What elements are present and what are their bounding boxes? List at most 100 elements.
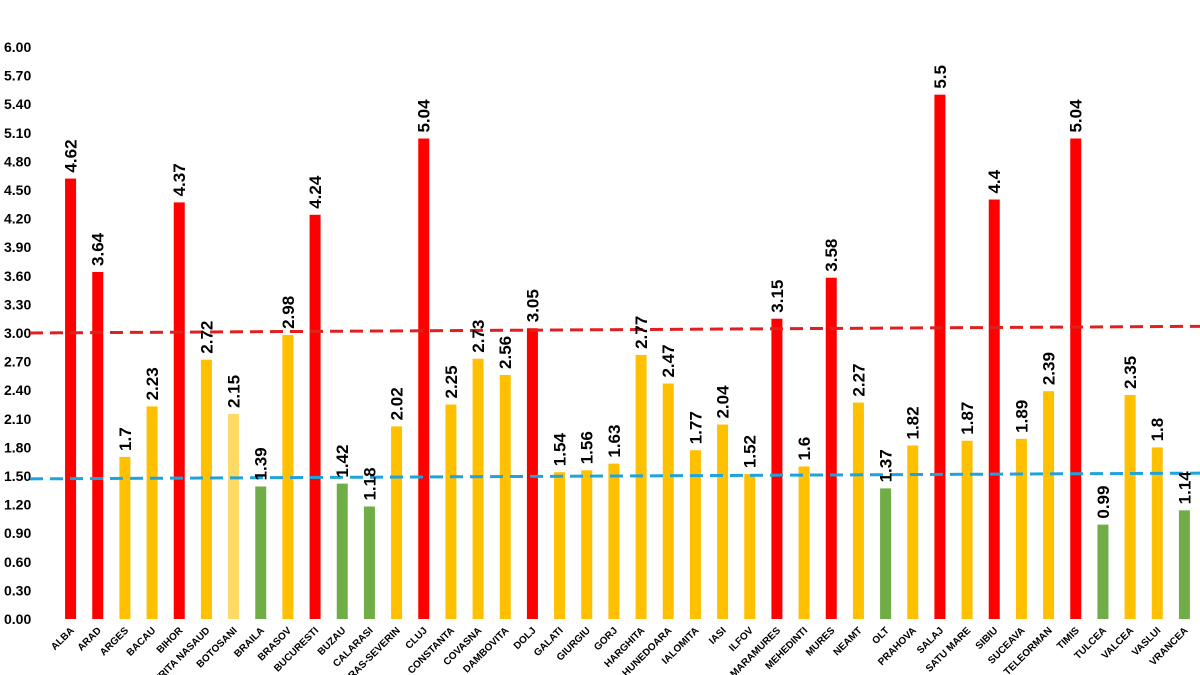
- bar-suceava: [1015, 438, 1027, 619]
- value-label: 3.15: [768, 280, 787, 313]
- y-tick-label: 1.80: [4, 439, 31, 455]
- y-tick-label: 4.50: [4, 182, 31, 198]
- value-label: 5.04: [415, 99, 434, 133]
- category-label: BACAU: [125, 625, 158, 658]
- bar-ialomita: [689, 450, 701, 619]
- bar-vaslui: [1151, 447, 1163, 619]
- value-label: 2.39: [1040, 352, 1059, 385]
- bar-tulcea: [1097, 524, 1109, 619]
- bar-covasna: [472, 358, 484, 619]
- bar-brasov: [282, 334, 294, 619]
- bar-timis: [1070, 138, 1082, 619]
- y-tick-label: 6.00: [4, 39, 31, 55]
- bar-dolj: [526, 328, 538, 619]
- bar-bacau: [146, 406, 158, 619]
- value-label: 2.02: [388, 387, 407, 420]
- value-label: 2.35: [1121, 356, 1140, 389]
- bar-vrancea: [1178, 510, 1190, 619]
- bar-teleorman: [1043, 391, 1055, 619]
- y-tick-label: 1.50: [4, 468, 31, 484]
- y-tick-label: 5.40: [4, 96, 31, 112]
- reference-lines: [29, 324, 1200, 481]
- bar-arges: [119, 456, 131, 619]
- y-tick-label: 3.60: [4, 268, 31, 284]
- y-tick-label: 2.10: [4, 411, 31, 427]
- bar-cluj: [418, 138, 430, 619]
- value-label: 3.64: [89, 232, 108, 266]
- value-label: 2.77: [632, 316, 651, 349]
- y-tick-label: 0.30: [4, 582, 31, 598]
- y-tick-label: 2.70: [4, 354, 31, 370]
- category-label: NEAMT: [832, 625, 865, 658]
- bars-group: [65, 94, 1190, 620]
- y-tick-label: 1.20: [4, 497, 31, 513]
- value-label: 2.04: [714, 385, 733, 419]
- value-label: 5.04: [1067, 99, 1086, 133]
- value-label: 2.25: [442, 365, 461, 398]
- bar-dambovita: [499, 374, 511, 619]
- value-label: 1.52: [741, 435, 760, 468]
- bar-arad: [92, 271, 104, 619]
- bar-mures: [825, 277, 837, 619]
- value-label: 1.56: [578, 431, 597, 464]
- y-tick-label: 4.80: [4, 153, 31, 169]
- bar-caras-severin: [391, 426, 403, 619]
- value-label: 1.14: [1175, 471, 1194, 505]
- y-tick-label: 0.60: [4, 554, 31, 570]
- bar-harghita: [635, 354, 647, 619]
- value-label: 1.7: [116, 427, 135, 451]
- value-label: 1.82: [904, 406, 923, 439]
- value-label: 4.37: [170, 163, 189, 196]
- bar-galati: [554, 472, 566, 619]
- bar-alba: [65, 178, 77, 619]
- bar-buzau: [336, 483, 348, 619]
- value-label: 2.73: [469, 320, 488, 353]
- value-label: 2.98: [279, 296, 298, 329]
- value-label: 3.05: [523, 289, 542, 322]
- bar-prahova: [907, 445, 919, 619]
- bar-gorj: [608, 463, 620, 619]
- y-tick-label: 3.90: [4, 239, 31, 255]
- value-label: 1.54: [551, 433, 570, 467]
- value-label: 1.42: [333, 445, 352, 478]
- bar-bistrita-nasaud: [200, 359, 212, 619]
- value-label: 1.39: [252, 447, 271, 480]
- bar-neamt: [852, 402, 864, 619]
- bar-braila: [255, 486, 267, 619]
- bar-bucuresti: [309, 214, 321, 620]
- category-label: OLT: [870, 625, 891, 646]
- bar-ilfov: [744, 474, 756, 619]
- bar-mehedinti: [798, 466, 810, 619]
- y-tick-label: 4.20: [4, 211, 31, 227]
- bar-giurgiu: [581, 470, 593, 619]
- value-label: 1.87: [958, 402, 977, 435]
- value-label: 1.18: [360, 467, 379, 500]
- y-tick-label: 3.00: [4, 325, 31, 341]
- value-label: 4.4: [985, 169, 1004, 193]
- bar-salaj: [934, 94, 946, 620]
- value-label: 5.5: [931, 65, 950, 89]
- value-label: 1.6: [795, 437, 814, 461]
- value-label: 4.62: [62, 139, 81, 172]
- y-tick-label: 2.40: [4, 382, 31, 398]
- bar-calarasi: [363, 506, 375, 619]
- value-label: 3.58: [822, 239, 841, 272]
- value-label: 2.15: [225, 375, 244, 408]
- value-labels: 4.62 3.64 1.7 2.23 4.37 2.72 2.15 1.39 2.98 4.24 1…: [62, 65, 1195, 519]
- blue-threshold-line: [29, 471, 1200, 481]
- category-label: ALBA: [49, 625, 76, 652]
- bar-iasi: [717, 424, 729, 619]
- value-label: 0.99: [1094, 486, 1113, 519]
- y-tick-label: 0.00: [4, 611, 31, 627]
- bar-constanta: [445, 404, 457, 619]
- value-label: 1.8: [1148, 418, 1167, 442]
- value-label: 2.56: [496, 336, 515, 369]
- bar-bihor: [173, 202, 185, 619]
- y-axis: 0.00 0.30 0.60 0.90 1.20 1.50 1.80 2.10 2.40 2.70…: [4, 39, 31, 627]
- bar-satu-mare: [961, 440, 973, 619]
- value-label: 1.37: [877, 449, 896, 482]
- value-label: 1.63: [605, 425, 624, 458]
- category-label: IASI: [707, 625, 729, 647]
